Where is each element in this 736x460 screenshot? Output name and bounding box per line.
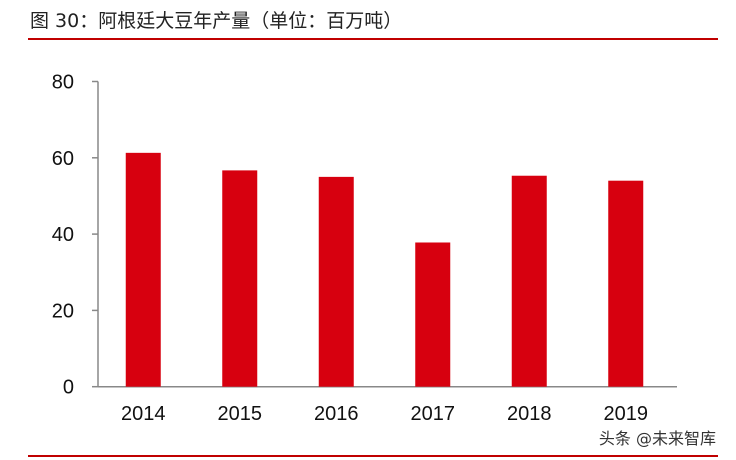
- x-tick-label: 2019: [604, 403, 649, 425]
- bar-2018: [511, 175, 547, 387]
- x-tick-label: 2018: [507, 403, 552, 425]
- x-tick-label: 2015: [218, 403, 263, 425]
- y-tick-label: 60: [52, 148, 74, 170]
- bottom-divider: [28, 455, 718, 457]
- bar-2014: [125, 152, 161, 387]
- y-tick-label: 80: [52, 72, 74, 94]
- y-tick-label: 0: [63, 377, 74, 399]
- bar-2017: [415, 242, 451, 387]
- watermark: 头条 @未来智库: [598, 429, 716, 448]
- x-tick-label: 2017: [411, 403, 456, 425]
- bar-2015: [222, 170, 258, 387]
- title-divider: [28, 38, 718, 40]
- chart-title: 图 30：阿根廷大豆年产量（单位：百万吨）: [30, 10, 403, 32]
- bar-2016: [318, 176, 354, 387]
- x-tick-label: 2016: [314, 403, 359, 425]
- y-tick-label: 40: [52, 224, 74, 246]
- bar-2019: [608, 180, 644, 387]
- y-tick-label: 20: [52, 300, 74, 322]
- x-tick-label: 2014: [121, 403, 166, 425]
